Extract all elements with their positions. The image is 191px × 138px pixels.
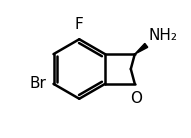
Text: O: O [130,91,142,106]
Text: F: F [75,17,84,32]
Text: Br: Br [29,76,46,91]
Text: NH₂: NH₂ [149,28,178,43]
Polygon shape [135,43,148,54]
